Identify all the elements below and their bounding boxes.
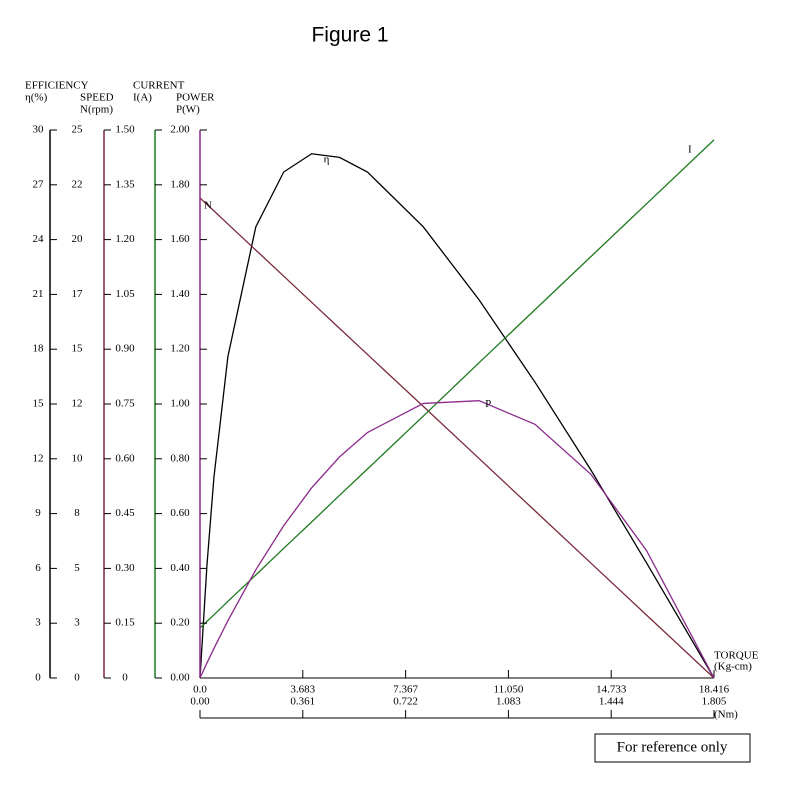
x2-tick-label: 1.444 [599,696,624,708]
y-axis-label: CURRENT [133,80,185,92]
series-label: P [485,398,491,410]
y-tick-label: 5 [74,562,80,574]
y-tick-label: 3 [35,617,41,629]
series-label: η [324,153,330,165]
x2-tick-label: 1.083 [496,696,521,708]
x2-tick-label: 0.361 [290,696,315,708]
y-tick-label: 18 [33,343,45,355]
y-tick-label: 22 [72,178,83,190]
x-tick-label: 18.416 [699,684,730,696]
y-tick-label: 1.00 [170,398,190,410]
y-tick-label: 25 [72,124,84,136]
y-tick-label: 2.00 [170,124,190,136]
y-tick-label: 0.20 [170,617,190,629]
y-tick-label: 12 [72,398,83,410]
x2-tick-label: 0.722 [393,696,418,708]
series-label: N [204,199,212,211]
y-tick-label: 0.45 [115,507,135,519]
x-tick-label: 3.683 [290,684,315,696]
y-axis-unit: P(W) [176,104,200,116]
y-axis-unit: N(rpm) [80,104,113,116]
y-tick-label: 0.90 [115,343,135,355]
y-tick-label: 12 [33,452,44,464]
chart-title: Figure 1 [311,24,388,47]
y-tick-label: 8 [74,507,80,519]
series-line [199,153,715,679]
y-tick-label: 9 [35,507,41,519]
y-tick-label: 30 [33,124,45,136]
y-axis-label: SPEED [80,92,114,104]
y-tick-label: 0.80 [170,452,190,464]
note-box [594,733,751,763]
y-tick-label: 1.05 [115,288,135,300]
x-tick-label: 7.367 [393,684,418,696]
y-tick-label: 20 [72,233,84,245]
y-tick-label: 0 [122,672,128,684]
x-tick-label: 0.0 [193,684,207,696]
note: For reference only [617,739,728,755]
y-tick-label: 0.40 [170,562,190,574]
x2-tick-label: 0.00 [190,696,210,708]
y-tick-label: 10 [72,452,84,464]
y-axis-unit: I(A) [133,92,152,104]
y-axis-unit: η(%) [25,92,48,104]
y-tick-label: 1.35 [115,178,135,190]
y-tick-label: 1.80 [170,178,190,190]
y-tick-label: 15 [33,398,45,410]
y-tick-label: 1.50 [115,124,135,136]
y-tick-label: 1.20 [170,343,190,355]
y-tick-label: 1.20 [115,233,135,245]
y-tick-label: 0.15 [115,617,135,629]
y-tick-label: 0.75 [115,398,135,410]
series-line [199,197,715,679]
y-tick-label: 15 [72,343,84,355]
x-tick-label: 11.050 [493,684,523,696]
y-axis-label: EFFICIENCY [25,80,89,92]
series-line [199,400,715,679]
y-tick-label: 0.60 [170,507,190,519]
series-line [199,139,715,629]
x-axis-label: TORQUE [714,650,759,662]
y-tick-label: 17 [72,288,84,300]
y-tick-label: 0.30 [115,562,135,574]
y-tick-label: 3 [74,617,80,629]
x2-axis-label: (Nm) [714,709,738,721]
y-tick-label: 27 [33,178,45,190]
y-tick-label: 0 [35,672,41,684]
y-tick-label: 1.40 [170,288,190,300]
y-tick-label: 0.60 [115,452,135,464]
series-label: I [688,143,692,155]
y-tick-label: 0.00 [170,672,190,684]
y-tick-label: 21 [33,288,44,300]
y-tick-label: 6 [35,562,41,574]
y-tick-label: 0 [74,672,80,684]
x-axis-unit: (Kg-cm) [714,661,752,673]
x2-tick-label: 1.805 [702,696,727,708]
y-axis-label: POWER [176,92,215,104]
y-tick-label: 24 [33,233,45,245]
y-tick-label: 1.60 [170,233,190,245]
x-tick-label: 14.733 [596,684,627,696]
